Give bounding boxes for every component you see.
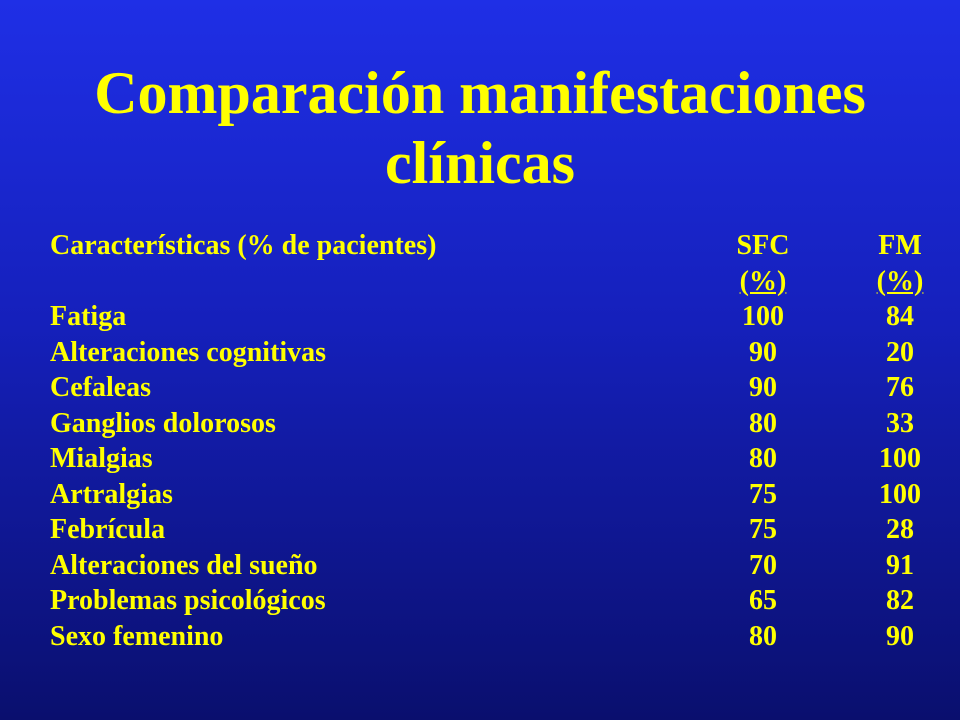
row-label: Sexo femenino <box>50 620 224 652</box>
row-fm-value: 33 <box>886 407 914 439</box>
header-fm: FM <box>878 230 922 261</box>
table-row: Alteraciones cognitivas 90 20 <box>50 335 914 371</box>
slide-title: Comparación manifestaciones clínicas <box>40 58 920 198</box>
table-row: Cefaleas 90 76 <box>50 370 914 406</box>
row-label: Problemas psicológicos <box>50 585 326 616</box>
row-label: Mialgias <box>50 443 153 474</box>
table-row: Fatiga 100 84 <box>50 299 914 335</box>
header-sfc-unit: (%) <box>739 265 787 297</box>
row-sfc-value: 80 <box>749 407 777 439</box>
table-row: Alteraciones del sueño 70 91 <box>50 548 914 584</box>
row-sfc-value: 70 <box>749 549 777 581</box>
row-fm-value: 76 <box>886 372 914 403</box>
row-label: Alteraciones cognitivas <box>50 336 327 368</box>
row-label: Fatiga <box>50 301 127 332</box>
row-fm-value: 100 <box>879 478 921 510</box>
row-sfc-value: 75 <box>749 514 777 545</box>
table-header-unit-row: (%) (%) <box>50 264 924 300</box>
row-sfc-value: 80 <box>749 620 777 652</box>
row-fm-value: 100 <box>879 443 921 474</box>
row-fm-value: 90 <box>886 620 914 652</box>
table-row: Artralgias 75 100 <box>50 477 921 513</box>
table-header-row: Características (% de pacientes) SFC FM <box>50 228 922 264</box>
row-label: Artralgias <box>50 478 173 510</box>
row-sfc-value: 90 <box>749 372 777 403</box>
table-row: Febrícula 75 28 <box>50 512 914 548</box>
slide-title-line-1: Comparación manifestaciones <box>94 60 866 126</box>
table-row: Ganglios dolorosos 80 33 <box>50 406 914 442</box>
slide-title-line-2: clínicas <box>385 130 575 196</box>
table-row: Mialgias 80 100 <box>50 441 921 477</box>
row-fm-value: 84 <box>886 301 914 332</box>
row-fm-value: 91 <box>886 549 914 581</box>
comparison-table: Características (% de pacientes) SFC FM … <box>50 228 924 655</box>
table-row: Problemas psicológicos 65 82 <box>50 583 914 619</box>
row-sfc-value: 80 <box>749 443 777 474</box>
row-fm-value: 82 <box>886 585 914 616</box>
table-row: Sexo femenino 80 90 <box>50 619 914 655</box>
header-label: Características (% de pacientes) <box>50 230 437 261</box>
row-sfc-value: 65 <box>749 585 777 616</box>
row-label: Ganglios dolorosos <box>50 407 276 439</box>
row-label: Cefaleas <box>50 372 152 403</box>
header-sfc: SFC <box>736 230 790 261</box>
row-sfc-value: 90 <box>749 336 777 368</box>
row-fm-value: 28 <box>886 514 914 545</box>
row-label: Alteraciones del sueño <box>50 549 318 581</box>
row-label: Febrícula <box>50 514 166 545</box>
header-fm-unit: (%) <box>876 265 924 297</box>
row-sfc-value: 100 <box>742 301 784 332</box>
row-fm-value: 20 <box>886 336 914 368</box>
row-sfc-value: 75 <box>749 478 777 510</box>
